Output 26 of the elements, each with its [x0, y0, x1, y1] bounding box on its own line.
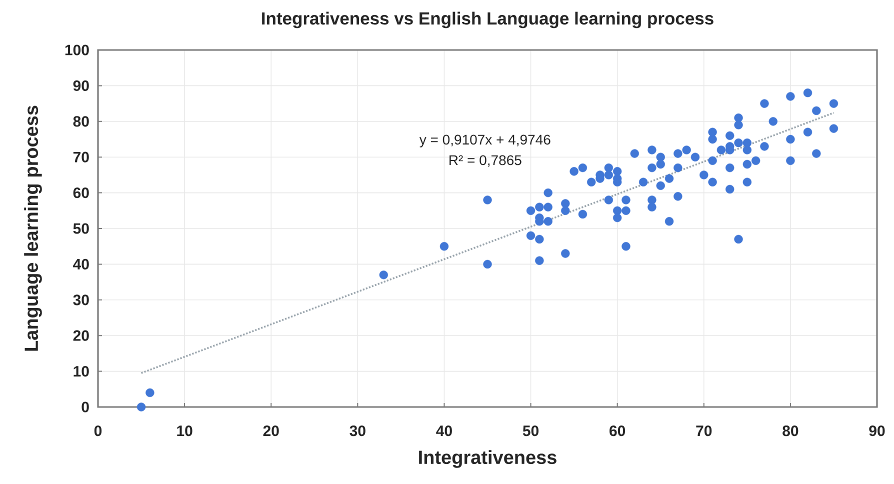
x-tick-label: 90: [869, 426, 885, 436]
x-axis-title: Integrativeness: [419, 450, 556, 468]
y-tick-label: 20: [73, 330, 89, 341]
y-tick-label: 100: [65, 44, 89, 56]
y-tick-label: 60: [73, 187, 89, 198]
y-tick-label: 10: [74, 366, 89, 377]
y-tick-label: 40: [73, 258, 89, 270]
y-tick-label: 80: [73, 116, 89, 127]
x-tick-label: 10: [177, 426, 192, 436]
y-tick-label: 30: [73, 294, 89, 306]
x-tick-label: 40: [436, 426, 452, 436]
x-tick-label: 0: [94, 426, 102, 436]
x-tick-label: 80: [782, 426, 798, 436]
y-tick-label: 50: [73, 223, 89, 234]
annotation: R² = 0,7865: [450, 155, 522, 167]
x-tick-label: 20: [263, 426, 279, 436]
annotation: y = 0,9107x + 4,9746: [419, 134, 550, 148]
x-tick-label: 50: [522, 426, 539, 436]
y-axis-title: Language learning process: [24, 106, 42, 351]
x-tick-label: 60: [610, 426, 626, 436]
y-tick-label: 90: [73, 80, 89, 91]
y-tick-label: 0: [82, 402, 89, 412]
y-tick-label: 70: [73, 152, 89, 162]
chart-title: Integrativeness vs English Language learning process: [262, 12, 714, 28]
x-tick-label: 30: [350, 426, 366, 436]
x-tick-label: 70: [696, 426, 712, 436]
